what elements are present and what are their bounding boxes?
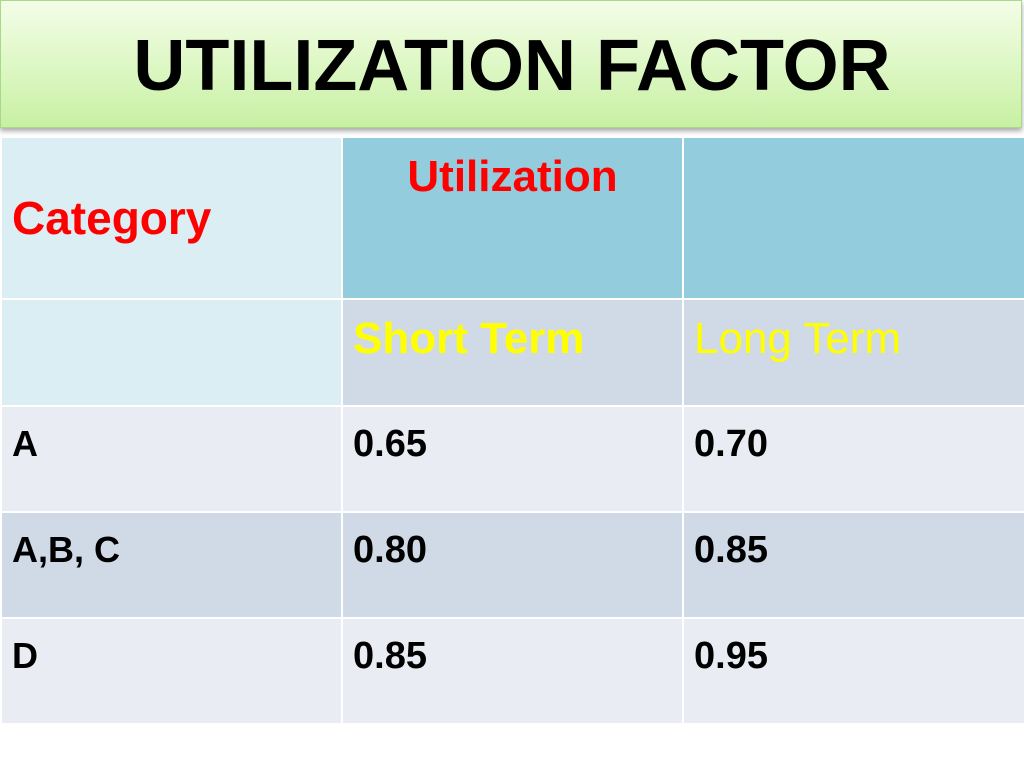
row-short-term-value: 0.65: [341, 405, 684, 513]
table-subheader-row: Short Term Long Term: [0, 298, 1024, 407]
row-category: D: [0, 617, 343, 725]
table-row: A,B, C 0.80 0.85: [0, 511, 1024, 619]
row-short-term-value: 0.80: [341, 511, 684, 619]
page-title: UTILIZATION FACTOR: [133, 26, 891, 106]
subheader-long-term: Long Term: [682, 298, 1024, 407]
row-long-term-value: 0.85: [682, 511, 1024, 619]
subheader-short-term: Short Term: [341, 298, 684, 407]
header-utilization: Utilization: [341, 136, 684, 300]
table-header-row: Category Utilization: [0, 136, 1024, 300]
row-long-term-value: 0.95: [682, 617, 1024, 725]
table-row: D 0.85 0.95: [0, 617, 1024, 725]
utilization-factor-table: Category Utilization Short Term Long Ter…: [0, 136, 1024, 725]
row-category: A: [0, 405, 343, 513]
subheader-empty-cell: [0, 298, 343, 407]
row-category: A,B, C: [0, 511, 343, 619]
header-empty-cell: [682, 136, 1024, 300]
row-long-term-value: 0.70: [682, 405, 1024, 513]
title-banner: UTILIZATION FACTOR: [0, 0, 1022, 128]
row-short-term-value: 0.85: [341, 617, 684, 725]
header-category: Category: [0, 136, 343, 300]
table-row: A 0.65 0.70: [0, 405, 1024, 513]
